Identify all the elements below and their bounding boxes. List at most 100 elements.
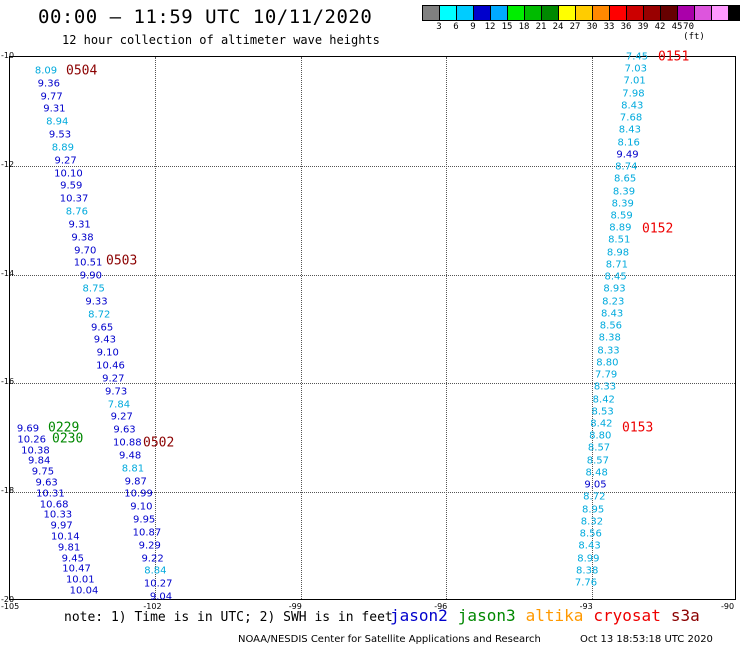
scale-label: 42: [654, 22, 666, 32]
wave-height-value: 7.98: [622, 88, 645, 100]
scale-swatch: [677, 5, 694, 21]
wave-height-value: 8.39: [611, 198, 634, 210]
longitude-tick-label: -102: [143, 602, 162, 611]
wave-height-value: 8.32: [580, 516, 604, 528]
scale-swatch: [456, 5, 473, 21]
wave-height-value: 10.26: [17, 434, 47, 446]
scale-swatch: [609, 5, 626, 21]
wave-height-value: 8.59: [610, 210, 633, 222]
wave-height-value: 8.43: [618, 124, 642, 136]
latitude-gridline: [10, 492, 735, 494]
scale-swatch: [524, 5, 541, 21]
wave-height-value: 10.68: [39, 499, 69, 511]
wave-height-value: 9.49: [616, 149, 639, 161]
wave-height-value: 9.31: [43, 103, 66, 115]
longitude-tick-label: -105: [1, 602, 20, 611]
scale-swatch: [558, 5, 575, 21]
wave-height-value: 8.42: [590, 418, 613, 430]
units-note: note: 1) Time is in UTC; 2) SWH is in fe…: [64, 610, 393, 625]
scale-label: 12: [484, 22, 496, 32]
pass-label: 0151: [658, 49, 690, 65]
wave-height-value: 9.87: [124, 476, 147, 488]
legend-jason3: jason3: [457, 606, 516, 625]
wave-height-value: 8.38: [598, 332, 621, 344]
wave-height-value: 10.33: [43, 509, 73, 521]
pass-label: 0504: [66, 63, 98, 79]
color-scale-bar: [422, 5, 740, 21]
wave-height-value: 9.31: [68, 219, 91, 231]
pass-label: 0230: [52, 431, 84, 447]
wave-height-value: 9.36: [37, 78, 60, 90]
wave-height-value: 10.87: [132, 527, 162, 539]
latitude-gridline: [10, 274, 735, 276]
wave-height-value: 9.95: [133, 514, 156, 526]
scale-swatch: [490, 5, 507, 21]
wave-height-value: 8.56: [599, 320, 623, 332]
wave-height-value: 8.16: [617, 137, 640, 149]
wave-height-value: 9.77: [40, 91, 63, 103]
pass-label: 0152: [642, 221, 674, 237]
wave-height-value: 8.71: [605, 259, 628, 271]
legend-jason2: jason2: [390, 606, 448, 625]
wave-height-value: 9.27: [54, 155, 77, 167]
wave-height-value: 8.72: [88, 309, 111, 321]
scale-swatch: [439, 5, 456, 21]
scale-swatch: [711, 5, 728, 21]
scale-swatch: [694, 5, 711, 21]
scale-swatch: [592, 5, 609, 21]
longitude-tick-label: -96: [434, 602, 448, 611]
longitude-gridline: [155, 57, 157, 599]
wave-height-value: 8.89: [51, 142, 74, 154]
latitude-tick-label: -20: [1, 595, 15, 604]
wave-height-value: 9.97: [50, 520, 73, 532]
wave-height-value: 7.68: [619, 112, 643, 124]
scale-swatch: [473, 5, 490, 21]
wave-height-value: 10.51: [73, 257, 103, 269]
wave-height-value: 9.10: [130, 501, 153, 513]
scale-swatch: [541, 5, 558, 21]
wave-height-value: 8.65: [613, 173, 637, 185]
scale-label: 18: [518, 22, 530, 32]
wave-height-value: 8.93: [603, 283, 626, 295]
wave-height-value: 9.22: [141, 553, 164, 564]
wave-height-value: 7.03: [624, 63, 647, 75]
wave-height-value: 10.27: [143, 578, 173, 590]
satellite-legend: jason2 jason3 altika cryosat s3a: [390, 606, 700, 625]
wave-height-value: 8.48: [585, 467, 608, 479]
longitude-gridline: [591, 57, 593, 599]
wave-height-value: 8.94: [46, 116, 69, 128]
pass-label: 0229: [48, 420, 80, 436]
wave-height-value: 9.48: [119, 450, 142, 462]
wave-height-value: 7.01: [623, 75, 646, 87]
wave-height-value: 9.59: [60, 180, 83, 192]
wave-height-value: 8.57: [586, 455, 609, 467]
wave-height-value: 8.43: [578, 540, 601, 552]
legend-s3a: s3a: [670, 606, 700, 625]
wave-height-value: 8.99: [577, 553, 600, 565]
wave-height-value: 8.43: [600, 308, 624, 320]
wave-height-value: 10.38: [21, 445, 50, 457]
wave-height-value: 10.14: [51, 531, 80, 543]
wave-height-value: 8.84: [144, 565, 167, 577]
wave-height-value: 8.95: [581, 504, 605, 516]
wave-height-value: 8.98: [606, 247, 630, 259]
scale-swatch: [728, 5, 740, 21]
wave-height-value: 9.04: [149, 591, 173, 603]
wave-height-value: 7.84: [107, 399, 131, 411]
latitude-tick-label: -16: [1, 377, 15, 387]
scale-label: 3: [436, 22, 442, 32]
wave-height-value: 8.56: [579, 528, 602, 540]
wave-height-value: 9.27: [102, 373, 125, 385]
wave-height-value: 7.76: [574, 577, 598, 589]
wave-height-value: 8.38: [576, 565, 599, 577]
wave-height-value: 8.76: [65, 206, 88, 218]
wave-height-value: 9.90: [79, 270, 103, 282]
scale-label: 24: [552, 22, 564, 32]
chart-subtitle: 12 hour collection of altimeter wave hei…: [62, 33, 380, 47]
wave-height-value: 10.99: [124, 488, 153, 500]
wave-height-value: 7.79: [595, 369, 618, 381]
wave-height-value: 10.10: [54, 168, 83, 180]
wave-height-value: 9.81: [57, 542, 81, 554]
wave-height-value: 8.33: [593, 381, 617, 393]
scale-swatch: [643, 5, 660, 21]
